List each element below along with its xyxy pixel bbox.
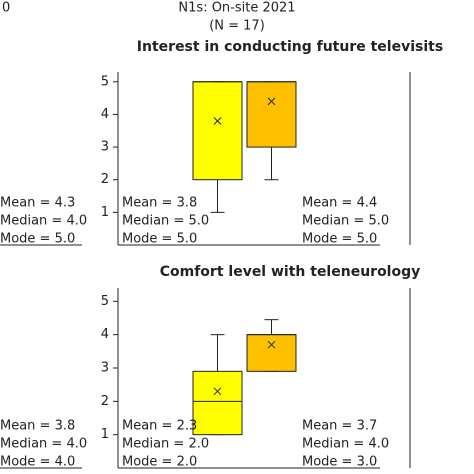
stat-label: Mode = 2.0 [122, 455, 197, 470]
side-stat: Median = 4.0 [0, 437, 87, 452]
stat-label: Mode = 5.0 [302, 232, 377, 247]
mean-marker [267, 340, 276, 349]
side-stat: Mode = 5.0 [0, 232, 75, 247]
stat-label: Median = 4.0 [302, 437, 389, 452]
mean-marker [213, 387, 222, 396]
y-tick-label: 5 [101, 74, 109, 89]
stat-label: Mean = 3.8 [122, 196, 197, 211]
y-tick-label: 2 [101, 394, 109, 409]
y-tick-label: 3 [101, 140, 109, 155]
y-tick-label: 3 [101, 361, 109, 376]
chart-title: Interest in conducting future televisits [137, 39, 443, 55]
stat-label: Mode = 5.0 [122, 232, 197, 247]
box [246, 81, 297, 148]
y-tick-label: 2 [101, 172, 109, 187]
side-stat: Mean = 4.3 [0, 196, 75, 211]
stat-label: Median = 5.0 [122, 214, 209, 229]
mean-marker [213, 117, 222, 125]
header-title: N1s: On-site 2021 [178, 1, 295, 16]
side-stat: Mode = 4.0 [0, 455, 75, 470]
side-stat: Mean = 3.8 [0, 419, 75, 434]
y-tick-label: 4 [101, 327, 109, 342]
stat-label: Mean = 3.7 [302, 419, 377, 434]
stat-label: Mean = 2.3 [122, 419, 197, 434]
stat-label: Median = 5.0 [302, 214, 389, 229]
stat-label: Mode = 3.0 [302, 455, 377, 470]
y-tick-label: 1 [101, 205, 109, 220]
header-subtitle: (N = 17) [209, 19, 265, 34]
y-tick-label: 5 [101, 294, 109, 309]
y-tick-label: 4 [101, 107, 109, 122]
stat-label: Mean = 4.4 [302, 196, 377, 211]
mean-marker [267, 97, 276, 106]
stat-label: Median = 2.0 [122, 437, 209, 452]
chart-title: Comfort level with teleneurology [160, 264, 421, 280]
y-tick-label: 1 [101, 427, 109, 442]
box [192, 370, 243, 436]
side-stat: Median = 4.0 [0, 214, 87, 229]
header-fragment: 0 [2, 1, 10, 16]
box [246, 334, 297, 372]
box [192, 81, 243, 181]
